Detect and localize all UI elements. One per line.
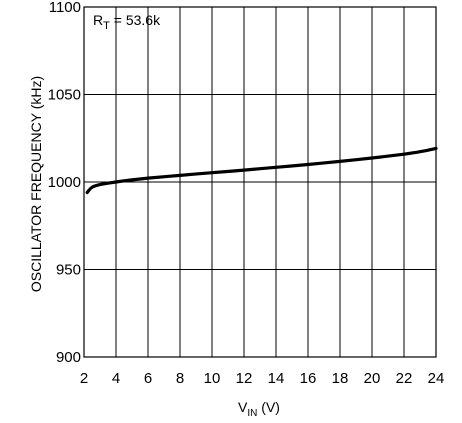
y-tick-label: 900: [56, 349, 81, 366]
x-tick-label: 14: [268, 370, 285, 387]
plot-frame: [83, 6, 437, 358]
series-layer: [85, 146, 438, 195]
grid-lines: [84, 7, 436, 357]
y-tick-label: 1050: [48, 87, 81, 104]
x-tick-labels: 2 4 6 8 10 12 14 16 18 20 22 24: [80, 370, 445, 387]
x-tick-label: 6: [144, 370, 152, 387]
x-axis-label-sub: IN: [247, 408, 257, 419]
x-tick-label: 20: [364, 370, 381, 387]
annotation-main: R: [93, 12, 103, 28]
x-tick-label: 24: [428, 370, 445, 387]
y-tick-label: 950: [56, 262, 81, 279]
frequency-curve: [85, 146, 438, 195]
y-tick-label: 1100: [49, 0, 81, 16]
x-tick-label: 10: [204, 370, 221, 387]
y-tick-label: 1000: [48, 174, 81, 191]
rt-annotation: RT = 53.6k: [93, 12, 161, 32]
annotation-sub: T: [103, 20, 110, 32]
annotation-value: = 53.6k: [110, 12, 161, 28]
x-tick-label: 8: [176, 370, 184, 387]
x-tick-label: 12: [236, 370, 253, 387]
x-axis-label-main: V: [238, 399, 248, 415]
x-tick-label: 18: [332, 370, 349, 387]
x-axis-label-unit: (V): [257, 399, 280, 415]
x-tick-label: 22: [396, 370, 413, 387]
y-axis-label: OSCILLATOR FREQUENCY (kHz): [28, 76, 44, 292]
x-tick-label: 2: [80, 370, 88, 387]
y-tick-labels: 900 950 1000 1050 1100: [48, 0, 81, 366]
x-axis-label: VIN (V): [238, 399, 280, 419]
x-tick-label: 4: [112, 370, 120, 387]
x-tick-label: 16: [300, 370, 317, 387]
